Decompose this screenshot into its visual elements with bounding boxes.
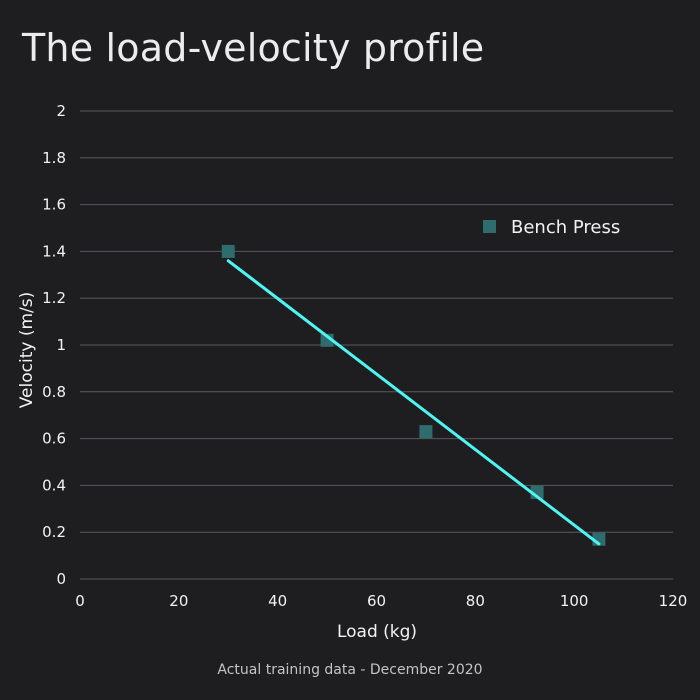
x-tick-label: 40 — [268, 592, 287, 610]
y-axis-label: Velocity (m/s) — [17, 292, 37, 409]
x-axis-ticks: 0 20 40 60 80 100 120 — [75, 592, 687, 610]
y-tick-label: 1.2 — [42, 289, 66, 307]
y-tick-label: 1.8 — [42, 149, 66, 167]
grid-layer — [80, 110, 673, 580]
y-axis-ticks: 0 0.2 0.4 0.6 0.8 1 1.2 1.4 1.6 1.8 2 — [42, 102, 66, 588]
x-tick-label: 60 — [367, 592, 386, 610]
y-tick-label: 2 — [56, 102, 66, 120]
chart-caption: Actual training data - December 2020 — [217, 662, 482, 678]
legend: Bench Press — [483, 217, 620, 238]
data-point — [221, 244, 235, 258]
y-tick-label: 0.6 — [42, 430, 66, 448]
data-point — [419, 425, 433, 439]
x-axis-label: Load (kg) — [337, 622, 417, 642]
y-tick-label: 0.4 — [42, 476, 66, 494]
y-tick-label: 0 — [56, 570, 66, 588]
series-layer — [221, 244, 606, 546]
y-tick-label: 1.4 — [42, 242, 66, 260]
x-tick-label: 80 — [466, 592, 485, 610]
legend-swatch — [483, 220, 496, 233]
trend-line — [226, 259, 601, 546]
x-tick-label: 20 — [169, 592, 188, 610]
x-tick-label: 120 — [659, 592, 688, 610]
y-tick-label: 1.6 — [42, 196, 66, 214]
y-tick-label: 0.2 — [42, 523, 66, 541]
y-tick-label: 1 — [56, 336, 66, 354]
legend-label: Bench Press — [511, 217, 620, 238]
y-tick-label: 0.8 — [42, 383, 66, 401]
chart-title: The load-velocity profile — [22, 26, 485, 70]
x-tick-label: 0 — [75, 592, 85, 610]
x-tick-label: 100 — [560, 592, 589, 610]
